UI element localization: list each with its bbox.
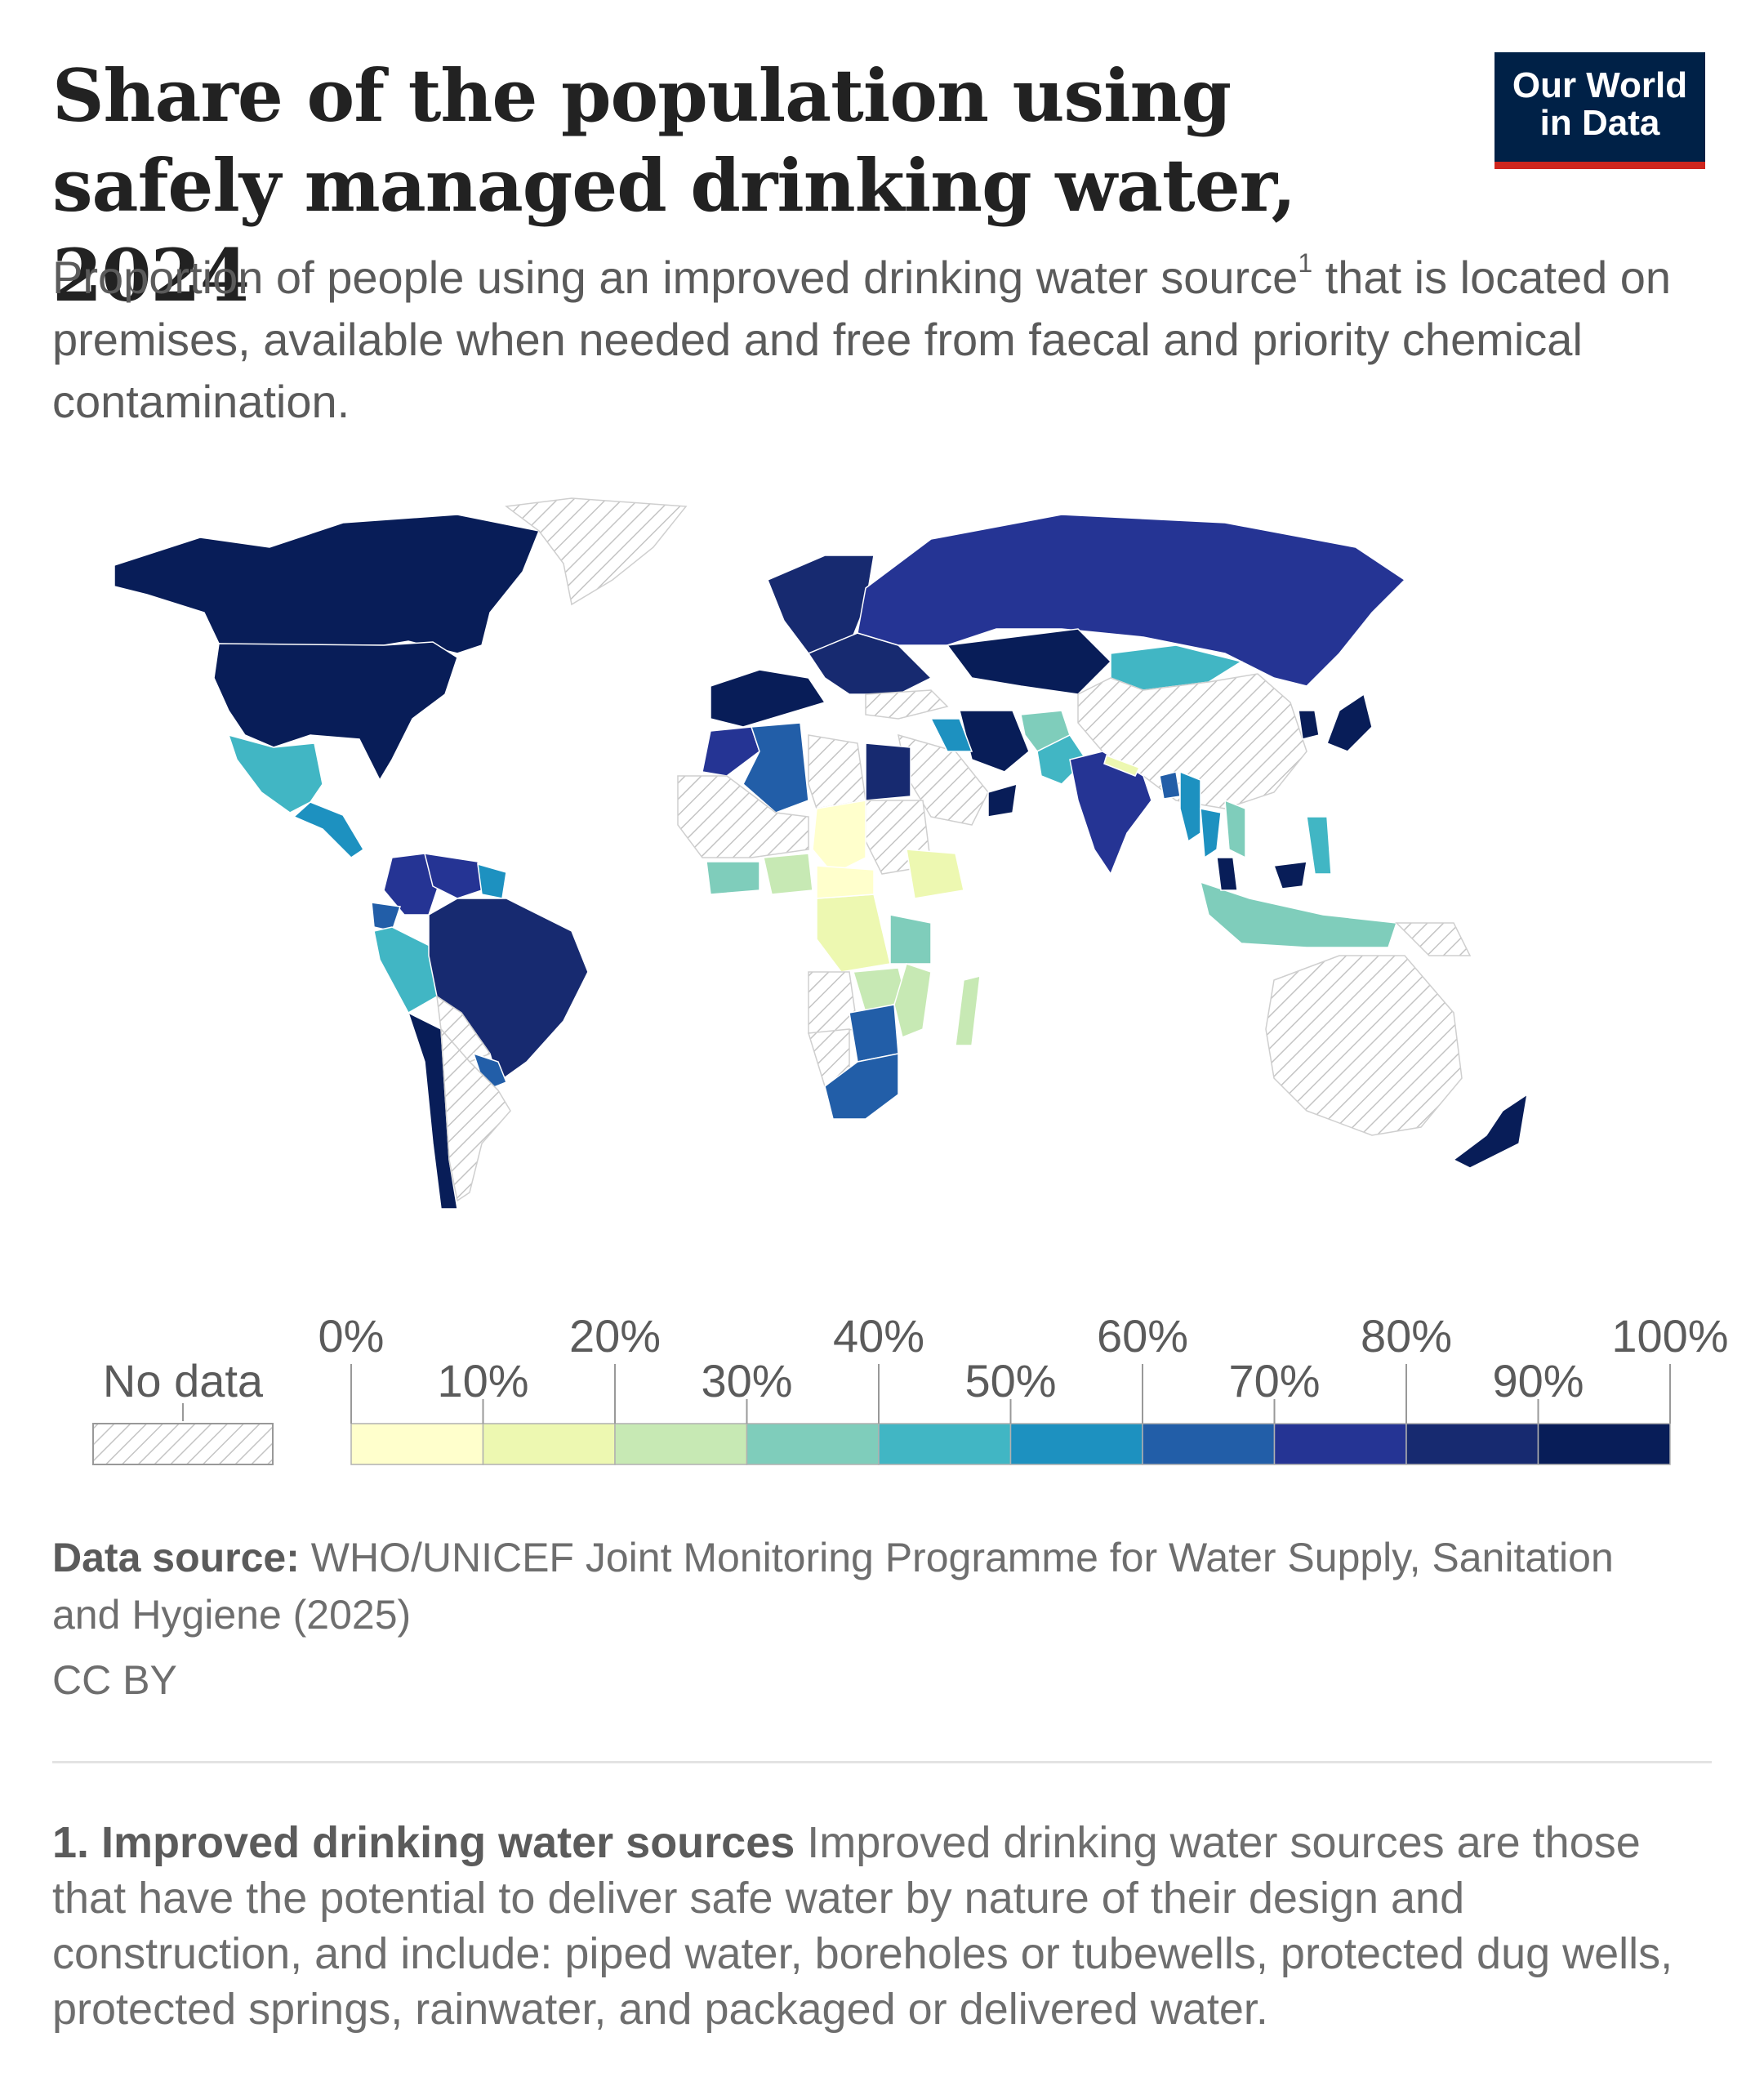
region-thailand[interactable] [1200,808,1222,859]
region-chad[interactable] [812,800,866,875]
region-canada[interactable] [114,514,541,654]
region-russia[interactable] [857,514,1406,687]
subtitle-text: Proportion of people using an improved d… [52,252,1298,303]
region-tanzania[interactable] [889,914,932,965]
region-papua-new-guinea[interactable] [1395,922,1472,956]
legend-bin-80-90[interactable] [1405,1423,1539,1465]
region-japan[interactable] [1326,693,1373,752]
region-western-europe[interactable] [710,669,826,728]
region-peru[interactable] [373,926,438,1014]
legend-bin-30-40[interactable] [746,1423,880,1465]
region-angola[interactable] [808,971,858,1034]
region-ghana-ivory-coast[interactable] [706,861,760,895]
region-ecuador[interactable] [371,902,401,932]
logo-line-2: in Data [1539,103,1660,143]
region-bangladesh[interactable] [1159,771,1181,800]
region-iraq[interactable] [929,718,973,752]
owid-logo[interactable]: Our World in Data [1494,52,1705,169]
subtitle: Proportion of people using an improved d… [52,247,1686,433]
region-central-america[interactable] [292,801,365,858]
region-argentina[interactable] [440,1027,511,1202]
legend-bin-70-80[interactable] [1273,1423,1407,1465]
logo-line-1: Our World [1512,65,1688,105]
region-south-africa[interactable] [824,1053,899,1120]
region-central-african-rep[interactable] [816,865,875,899]
legend-label-bottom: 30% [701,1355,792,1406]
region-west-sahel[interactable] [677,775,809,858]
region-philippines[interactable] [1306,816,1332,875]
source-label: Data source: [52,1535,300,1580]
legend-labels: 0% 20% 40% 60% 80% 100% 10% 30% 50% 70% 90% [318,1310,1729,1424]
region-morocco[interactable] [702,726,760,777]
data-source: Data source: WHO/UNICEF Joint Monitoring… [52,1529,1686,1643]
legend-label-top: 20% [569,1310,661,1362]
page-title: Share of the population using safely man… [52,53,1296,318]
subtitle-rest: that is located on premises, available w… [52,252,1672,427]
footnote-text: Improved drinking water sources are thos… [52,1818,1673,2034]
region-myanmar[interactable] [1179,770,1201,843]
region-malaysia[interactable] [1216,857,1307,891]
legend-bins [350,1423,1671,1465]
region-oman[interactable] [987,782,1018,818]
region-nigeria[interactable] [763,853,813,895]
footnote-marker[interactable]: 1 [1298,248,1313,278]
region-indonesia[interactable] [1199,880,1398,948]
region-venezuela[interactable] [423,853,483,899]
legend-label-bottom: 10% [437,1355,528,1406]
region-northern-europe[interactable] [767,555,875,654]
region-australia[interactable] [1265,955,1463,1136]
legend-bin-40-50[interactable] [878,1423,1012,1465]
region-united-states[interactable] [213,641,458,782]
region-iran[interactable] [959,710,1030,773]
legend-label-bottom: 70% [1228,1355,1320,1406]
region-turkey[interactable] [865,689,949,720]
footnote: 1. Improved drinking water sources Impro… [52,1815,1686,2037]
region-greenland[interactable] [505,497,688,606]
legend-bin-90-100[interactable] [1537,1423,1671,1465]
region-madagascar[interactable] [955,975,981,1046]
legend-bin-10-20[interactable] [482,1423,616,1465]
region-guyana-suriname[interactable] [477,863,507,899]
region-libya[interactable] [808,734,866,809]
legend-label-top: 40% [833,1310,924,1362]
region-kazakhstan[interactable] [946,628,1112,695]
region-vietnam[interactable] [1224,799,1246,859]
divider [52,1761,1712,1763]
legend-bin-20-30[interactable] [614,1423,748,1465]
region-mozambique[interactable] [893,963,932,1039]
world-map [114,497,1529,1210]
license[interactable]: CC BY [52,1657,177,1703]
no-data-label: No data [103,1355,264,1406]
region-korea[interactable] [1298,710,1320,740]
region-nepal[interactable] [1103,755,1141,777]
legend-label-bottom: 90% [1492,1355,1584,1406]
footnote-title: 1. Improved drinking water sources [52,1818,795,1867]
region-ethiopia[interactable] [906,849,964,899]
region-dr-congo[interactable] [816,894,891,973]
no-data-swatch[interactable] [92,1423,274,1465]
legend-label-top: 100% [1611,1310,1728,1362]
legend-label-top: 80% [1361,1310,1452,1362]
legend-label-bottom: 50% [964,1355,1056,1406]
region-new-zealand[interactable] [1452,1093,1529,1169]
legend-bin-50-60[interactable] [1009,1423,1143,1465]
legend-label-top: 60% [1097,1310,1188,1362]
map-legend: No data 0% 20% 40% 60% 80% 100% 10% 30% 50% 70% 90… [92,1310,1729,1465]
map-regions [114,497,1529,1210]
region-mexico[interactable] [227,733,323,813]
legend-bin-0-10[interactable] [350,1423,484,1465]
legend-bin-60-70[interactable] [1142,1423,1276,1465]
region-egypt[interactable] [865,742,911,801]
legend-label-top: 0% [318,1310,385,1362]
source-text[interactable]: WHO/UNICEF Joint Monitoring Programme fo… [52,1535,1614,1638]
region-botswana-zimbabwe[interactable] [849,1004,899,1063]
